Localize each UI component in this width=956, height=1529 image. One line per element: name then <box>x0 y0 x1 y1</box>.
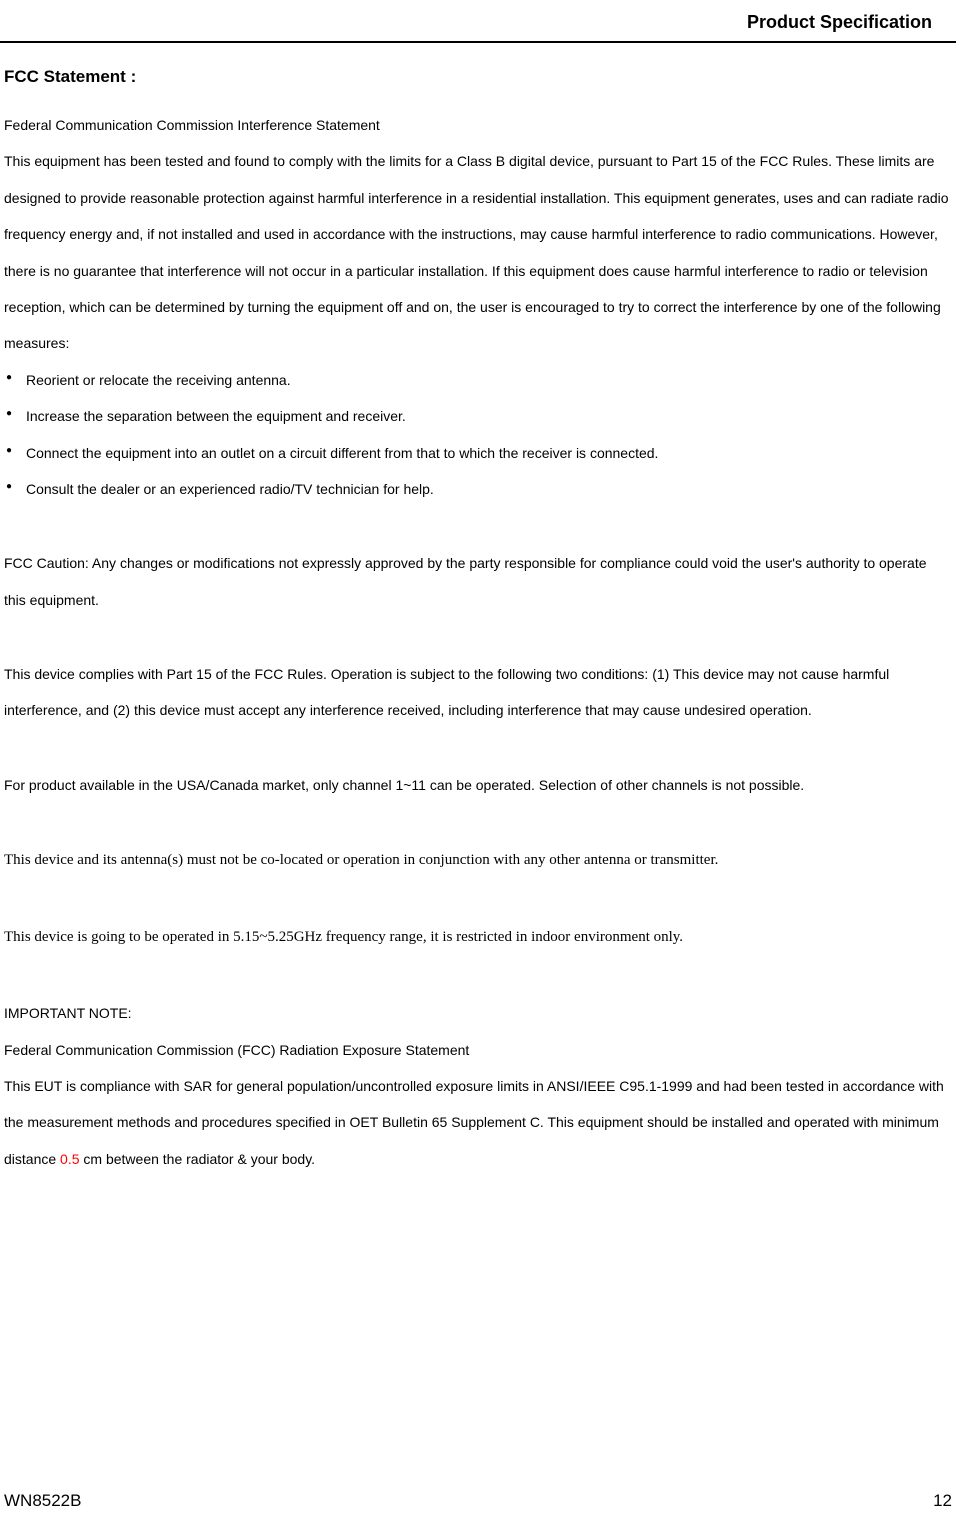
spacer <box>4 803 952 841</box>
measures-list: Reorient or relocate the receiving anten… <box>4 362 952 508</box>
compliance-paragraph: This device complies with Part 15 of the… <box>4 656 952 729</box>
list-item: Connect the equipment into an outlet on … <box>4 435 952 471</box>
interference-subtitle: Federal Communication Commission Interfe… <box>4 107 952 143</box>
spacer <box>4 618 952 656</box>
antenna-paragraph: This device and its antenna(s) must not … <box>4 841 952 880</box>
caution-paragraph: FCC Caution: Any changes or modification… <box>4 545 952 618</box>
channel-paragraph: For product available in the USA/Canada … <box>4 767 952 803</box>
important-note-label: IMPORTANT NOTE: <box>4 995 952 1031</box>
list-item: Consult the dealer or an experienced rad… <box>4 471 952 507</box>
page-footer: WN8522B 12 <box>4 1491 952 1511</box>
spacer <box>4 880 952 918</box>
page-header: Product Specification <box>0 0 956 43</box>
header-title: Product Specification <box>747 12 932 32</box>
sar-distance-value: 0.5 <box>60 1151 79 1167</box>
spacer <box>4 957 952 995</box>
sar-paragraph: This EUT is compliance with SAR for gene… <box>4 1068 952 1177</box>
main-content: FCC Statement : Federal Communication Co… <box>0 43 956 1177</box>
sar-text-post: cm between the radiator & your body. <box>80 1151 316 1167</box>
intro-paragraph: This equipment has been tested and found… <box>4 143 952 361</box>
spacer <box>4 507 952 545</box>
footer-model: WN8522B <box>4 1491 81 1511</box>
list-item: Reorient or relocate the receiving anten… <box>4 362 952 398</box>
list-item: Increase the separation between the equi… <box>4 398 952 434</box>
spacer <box>4 729 952 767</box>
frequency-paragraph: This device is going to be operated in 5… <box>4 918 952 957</box>
section-title: FCC Statement : <box>4 67 952 87</box>
radiation-subtitle: Federal Communication Commission (FCC) R… <box>4 1032 952 1068</box>
footer-page-number: 12 <box>933 1491 952 1511</box>
